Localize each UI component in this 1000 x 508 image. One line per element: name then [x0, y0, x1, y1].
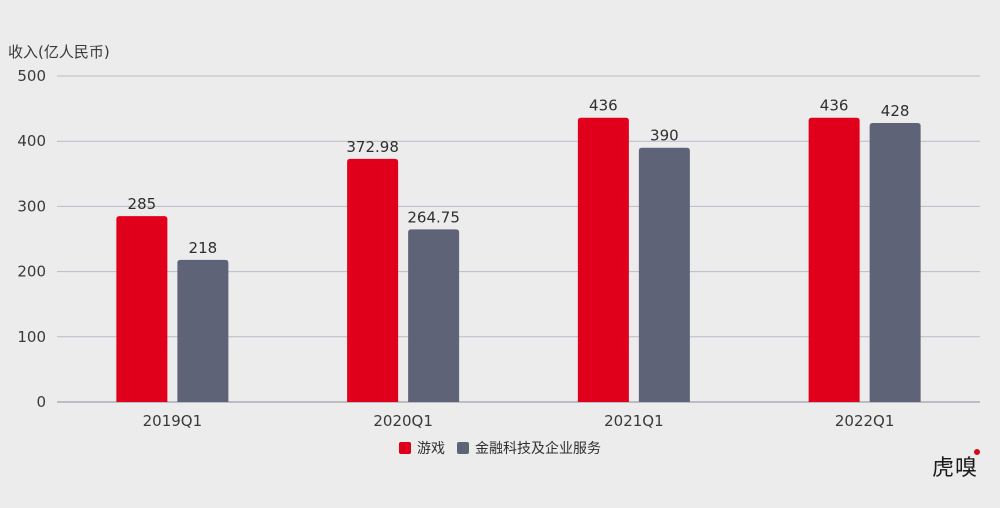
legend: 游戏 金融科技及企业服务 — [0, 438, 1000, 458]
legend-swatch-games — [399, 442, 411, 454]
bar — [116, 216, 168, 402]
data-label: 372.98 — [346, 138, 399, 156]
y-tick-label: 0 — [36, 393, 46, 411]
huxiu-logo: 虎嗅 — [931, 449, 980, 482]
y-tick-label: 400 — [17, 132, 46, 150]
legend-item-games: 游戏 — [399, 438, 445, 458]
logo-text: 虎嗅 — [931, 456, 978, 481]
y-axis-title: 收入(亿人民币) — [8, 43, 110, 61]
y-tick-label: 100 — [17, 328, 46, 346]
y-tick-label: 500 — [17, 67, 46, 85]
x-tick-label: 2020Q1 — [373, 412, 433, 430]
data-label: 264.75 — [407, 208, 460, 226]
data-label: 436 — [589, 97, 618, 115]
x-tick-label: 2022Q1 — [835, 412, 895, 430]
bar — [577, 117, 629, 402]
legend-label-games: 游戏 — [417, 441, 445, 457]
y-tick-label: 200 — [17, 263, 46, 281]
data-label: 428 — [881, 102, 910, 120]
bar — [869, 122, 921, 402]
bar — [408, 229, 460, 402]
y-tick-label: 300 — [17, 197, 46, 215]
data-label: 218 — [189, 239, 218, 257]
legend-label-fintech: 金融科技及企业服务 — [475, 441, 601, 457]
data-label: 390 — [650, 127, 679, 145]
legend-item-fintech: 金融科技及企业服务 — [457, 438, 601, 458]
x-tick-label: 2019Q1 — [143, 412, 203, 430]
logo-dot-icon — [974, 449, 980, 455]
data-label: 285 — [128, 195, 157, 213]
bar — [808, 117, 860, 402]
legend-swatch-fintech — [457, 442, 469, 454]
bar — [347, 158, 399, 402]
bar — [638, 147, 690, 402]
x-tick-label: 2021Q1 — [604, 412, 664, 430]
bar — [177, 259, 229, 402]
data-label: 436 — [820, 97, 849, 115]
